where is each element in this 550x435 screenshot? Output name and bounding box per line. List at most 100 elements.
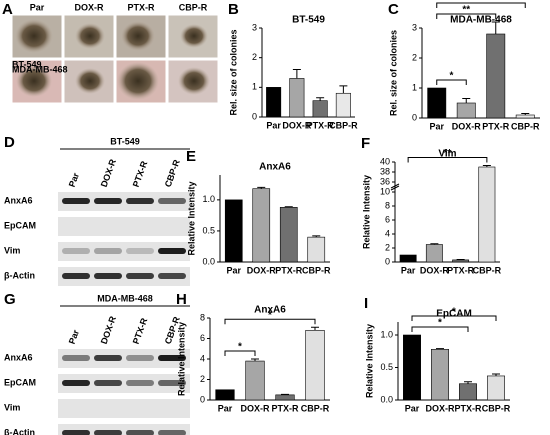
blot-strip (58, 217, 190, 236)
significance-bracket (436, 13, 497, 19)
x-tick-label: DOX-R (420, 265, 450, 275)
x-tick-label: PTX-R (272, 403, 300, 413)
y-tick-label: 36 (380, 176, 390, 186)
protein-label: EpCAM (4, 377, 36, 387)
y-tick-label: 4 (385, 228, 390, 238)
x-tick-label: DOX-R (452, 121, 482, 131)
band (94, 273, 122, 279)
chart-title: AnxA6 (254, 305, 286, 316)
bar (307, 236, 326, 263)
significance-bracket (411, 315, 497, 321)
significance-bracket (224, 350, 256, 356)
column-label: PTX-R (128, 2, 156, 12)
significance-label: *** (475, 0, 487, 5)
lane-label: Par (67, 328, 82, 346)
break-mark (390, 183, 400, 191)
x-tick-label: CBP-R (482, 403, 511, 413)
bar (245, 360, 265, 401)
band (62, 430, 90, 435)
band (62, 198, 90, 204)
x-tick-label: CBP-R (302, 265, 331, 275)
band (158, 430, 186, 435)
y-tick-label: 1.0 (202, 194, 215, 204)
x-tick-label: PTX-R (275, 265, 303, 275)
chart-title: EpCAM (436, 309, 472, 320)
band (126, 355, 154, 361)
bar (224, 199, 243, 263)
bar (427, 87, 447, 119)
band (158, 273, 186, 279)
x-tick-label: PTX-R (455, 403, 483, 413)
error-bar (436, 348, 444, 350)
x-tick-label: CBP-R (473, 265, 502, 275)
bar (275, 394, 295, 401)
bar (215, 389, 235, 401)
blot-strip (58, 349, 190, 368)
y-axis-label: Relative Intensity (176, 322, 186, 396)
spheroid (15, 19, 53, 53)
x-tick-label: PTX-R (307, 120, 335, 130)
lane-label: CBP-R (163, 158, 182, 189)
panel-letter: E (186, 148, 196, 165)
band (126, 198, 154, 204)
band (94, 248, 122, 254)
significance-label: * (450, 71, 454, 82)
bar (456, 102, 476, 119)
protein-label: AnxA6 (4, 352, 33, 362)
y-tick-label: 1.0 (380, 329, 393, 339)
significance-bracket (407, 157, 488, 163)
row-label: MDA-MB-468 (12, 64, 68, 74)
band (158, 248, 186, 254)
panel-letter: B (228, 1, 239, 18)
error-bar (312, 235, 321, 238)
y-tick-label: 1 (412, 82, 417, 92)
bar (487, 375, 505, 401)
error-bar (311, 326, 319, 331)
bar (425, 244, 443, 263)
error-bar (284, 206, 293, 208)
error-bar (492, 373, 500, 376)
x-tick-label: Par (429, 121, 444, 131)
bar (399, 254, 417, 263)
y-tick-label: 1 (252, 82, 257, 92)
error-bar (251, 358, 259, 362)
significance-label: * (268, 310, 272, 321)
lane-label: Par (67, 171, 82, 189)
error-bar (257, 186, 266, 189)
band (126, 248, 154, 254)
x-tick-label: DOX-R (426, 403, 456, 413)
bar (452, 259, 470, 263)
column-label: DOX-R (75, 2, 105, 12)
y-axis-label: Rel. size of colonies (228, 29, 238, 115)
bar (252, 188, 271, 263)
y-tick-label: 8 (385, 200, 390, 210)
protein-label: Vim (4, 402, 20, 412)
spheroid (117, 62, 159, 100)
band (126, 430, 154, 435)
x-tick-label: Par (405, 403, 420, 413)
spheroid (75, 23, 105, 49)
y-tick-label: 0.5 (202, 225, 215, 235)
band (158, 355, 186, 361)
band (62, 380, 90, 386)
chart-title: Vim (438, 149, 456, 160)
x-tick-label: Par (218, 403, 233, 413)
significance-label: * (238, 342, 242, 353)
x-tick-label: DOX-R (241, 403, 271, 413)
spheroid (121, 21, 155, 51)
significance-bracket (411, 326, 469, 332)
error-bar (464, 381, 472, 384)
blot-strip (58, 242, 190, 261)
y-tick-label: 0.0 (202, 256, 215, 266)
chart-title: MDA-MB-468 (450, 15, 512, 26)
bar (403, 334, 421, 401)
y-tick-label: 3 (252, 22, 257, 32)
protein-label: Vim (4, 245, 20, 255)
band (158, 380, 186, 386)
spheroid (178, 67, 210, 95)
panel-letter: F (361, 135, 370, 152)
y-tick-label: 4 (200, 353, 205, 363)
panel-letter: A (2, 1, 13, 18)
bar (515, 114, 535, 119)
x-tick-label: CBP-R (329, 120, 358, 130)
